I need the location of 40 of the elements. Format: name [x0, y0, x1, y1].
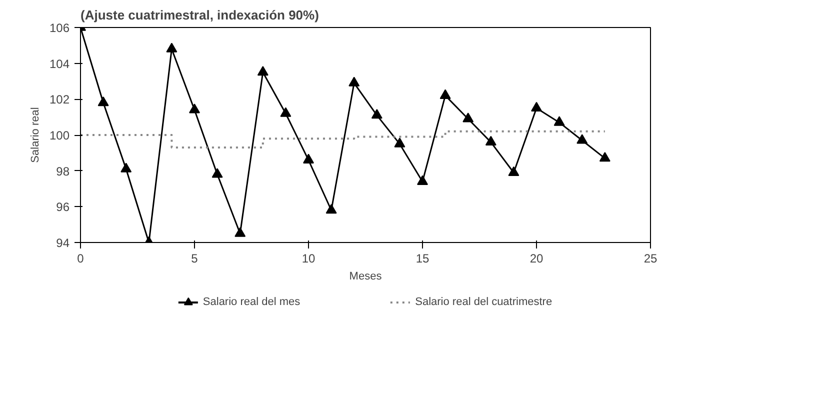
point [394, 138, 406, 148]
point [257, 66, 268, 76]
chart-title: (Ajuste cuatrimestral, indexación 90%) [80, 8, 319, 22]
point [371, 109, 382, 119]
x-tick-label: 15 [416, 252, 430, 266]
legend-label: Salario real del cuatrimestre [415, 296, 552, 308]
y-tick-label: 102 [49, 92, 70, 107]
point [417, 175, 428, 185]
point [189, 104, 200, 114]
point [280, 107, 292, 117]
x-tick-label: 20 [530, 252, 544, 266]
x-tick-label: 0 [77, 252, 84, 266]
x-tick-label: 25 [644, 252, 658, 266]
y-tick-label: 104 [49, 56, 70, 71]
point [531, 102, 542, 112]
point [120, 162, 132, 172]
point [303, 154, 314, 164]
legend-label: Salario real del mes [202, 296, 300, 308]
y-axis-title: Salario real [29, 107, 42, 163]
point [326, 204, 337, 214]
x-tick-label: 10 [302, 252, 316, 266]
point [508, 166, 520, 176]
point [234, 227, 246, 237]
point [98, 96, 109, 106]
y-tick-label: 100 [49, 128, 70, 142]
y-tick-label: 106 [49, 21, 70, 35]
point [212, 168, 223, 178]
point [599, 152, 610, 162]
x-axis-title: Meses [349, 270, 382, 282]
point [554, 116, 565, 126]
point [348, 76, 360, 86]
x-tick-label: 5 [191, 252, 198, 266]
point [166, 42, 178, 52]
point [462, 112, 474, 122]
y-tick-label: 94 [56, 236, 70, 250]
point [576, 134, 588, 144]
point [440, 89, 451, 99]
y-tick-label: 98 [56, 164, 70, 178]
y-tick-label: 96 [56, 200, 70, 214]
point [485, 136, 496, 146]
